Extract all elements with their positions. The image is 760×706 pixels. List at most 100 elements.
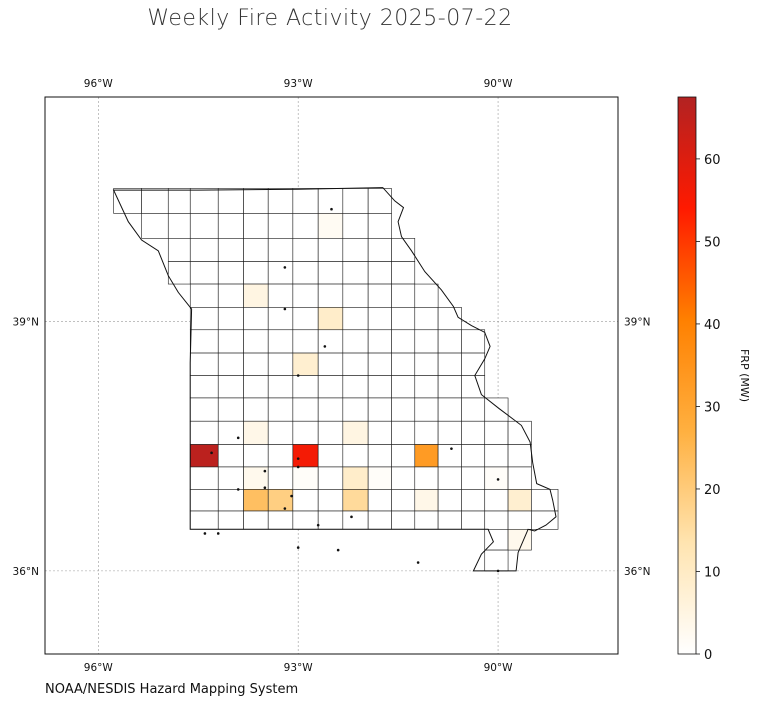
county-cell — [189, 444, 219, 468]
county-cell — [461, 329, 486, 354]
fire-detection-point — [450, 447, 453, 450]
data-source-credit: NOAA/NESDIS Hazard Mapping System — [45, 682, 299, 697]
county-cell — [342, 213, 369, 239]
lon-tick-label: 96°W — [84, 662, 114, 674]
lat-tick-label: 36°N — [13, 566, 39, 578]
map-title: Weekly Fire Activity 2025-07-22 — [147, 6, 513, 31]
county-cell — [267, 375, 294, 399]
fire-detection-layer — [203, 207, 500, 573]
county-cell — [507, 528, 532, 551]
county-cell — [243, 188, 269, 214]
county-cell — [437, 466, 462, 490]
county-cell — [414, 466, 439, 490]
county-cell — [414, 329, 439, 354]
county-cell — [414, 352, 439, 376]
county-cell — [217, 489, 244, 512]
county-cell — [217, 397, 244, 422]
county-cell — [414, 489, 439, 512]
county-cell — [507, 466, 532, 490]
county-cell — [391, 489, 416, 512]
county-cell — [367, 420, 392, 445]
county-cell — [189, 283, 219, 308]
fire-detection-point — [203, 532, 207, 535]
colorbar: 0 10 20 30 40 50 60 FRP (MW) — [677, 96, 751, 663]
county-cell — [507, 489, 532, 512]
county-cell — [437, 420, 462, 445]
county-cell — [267, 261, 294, 285]
county-cell — [484, 549, 509, 572]
county-cell — [437, 307, 462, 331]
county-cell — [342, 375, 369, 399]
county-cell — [317, 375, 344, 399]
county-cell — [507, 444, 532, 468]
county-cell — [342, 444, 369, 468]
colorbar-tick-label: 30 — [704, 400, 721, 415]
county-cell — [243, 489, 269, 512]
fire-detection-point — [296, 374, 300, 377]
fire-detection-point — [236, 436, 240, 440]
county-cell — [317, 444, 344, 468]
county-cell — [141, 213, 169, 239]
county-cell — [141, 188, 169, 214]
county-cell — [484, 397, 509, 422]
county-cell — [317, 329, 344, 354]
colorbar-label: FRP (MW) — [738, 349, 751, 402]
county-cell — [267, 307, 294, 331]
county-cell — [414, 283, 439, 308]
axis-tick-labels: 96°W 96°W 93°W 93°W 90°W 90°W 39°N 39°N 36°N 36°N — [13, 78, 651, 674]
county-cell — [292, 397, 319, 422]
county-cell — [292, 213, 319, 239]
county-cell — [267, 238, 294, 262]
colorbar-tick-label: 40 — [704, 318, 721, 333]
county-cell — [391, 375, 416, 399]
county-cell — [507, 510, 532, 530]
county-cell — [461, 444, 486, 468]
county-cell — [461, 397, 486, 422]
county-cell — [167, 188, 191, 214]
county-cell — [461, 489, 486, 512]
fire-detection-point — [296, 465, 300, 469]
fire-detection-point — [296, 457, 300, 460]
county-cell — [391, 283, 416, 308]
county-cell — [484, 420, 509, 445]
county-cell — [243, 444, 269, 468]
county-cell — [484, 489, 509, 512]
county-cell — [461, 420, 486, 445]
fire-detection-point — [323, 345, 327, 348]
county-cell — [292, 329, 319, 354]
county-cell — [267, 213, 294, 239]
county-cell — [367, 397, 392, 422]
county-cell — [217, 466, 244, 490]
county-cell — [243, 238, 269, 262]
county-cell — [217, 510, 244, 530]
county-cell — [217, 283, 244, 308]
county-cell — [317, 213, 344, 239]
county-cell — [367, 307, 392, 331]
county-cell — [167, 213, 191, 239]
county-cell — [342, 188, 369, 214]
county-cell — [243, 420, 269, 445]
county-cell — [189, 352, 219, 376]
county-cell — [267, 283, 294, 308]
county-cell — [317, 283, 344, 308]
county-cell — [267, 510, 294, 530]
county-cell — [317, 466, 344, 490]
county-cell — [243, 510, 269, 530]
county-cell — [189, 188, 219, 214]
county-cell — [367, 329, 392, 354]
county-cell — [461, 510, 486, 530]
county-cell — [189, 420, 219, 445]
county-cell — [267, 397, 294, 422]
county-cell — [367, 489, 392, 512]
county-layer — [113, 188, 559, 572]
county-cell — [189, 238, 219, 262]
county-cell — [267, 489, 294, 512]
county-cell — [437, 329, 462, 354]
fire-detection-point — [416, 561, 420, 564]
county-cell — [391, 444, 416, 468]
lon-tick-label: 90°W — [484, 78, 514, 90]
county-cell — [391, 397, 416, 422]
fire-detection-point — [283, 507, 287, 510]
county-cell — [217, 420, 244, 445]
map-frame — [44, 96, 619, 655]
